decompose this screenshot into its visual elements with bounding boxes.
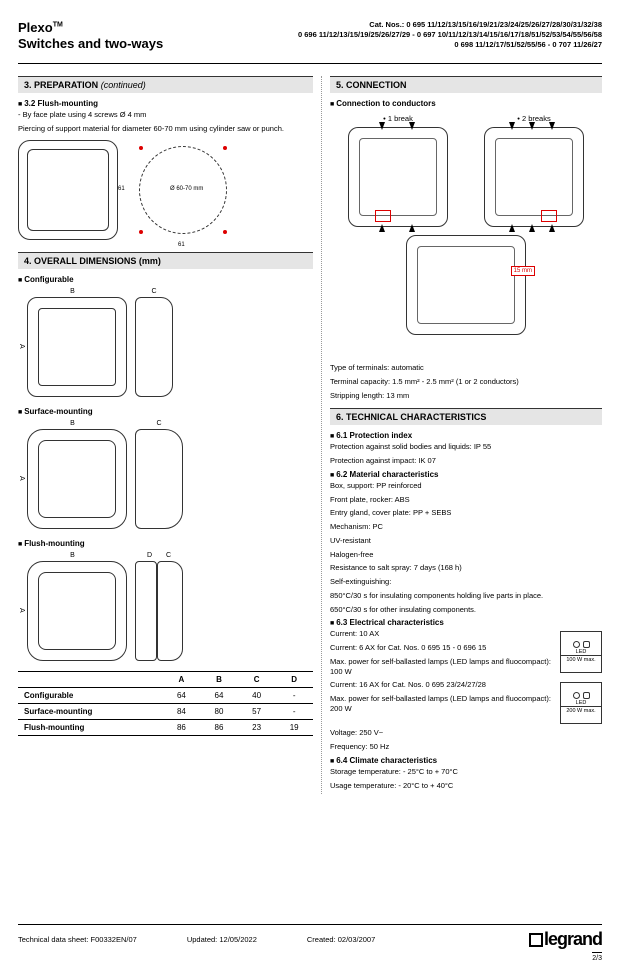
updated-date: Updated: 12/05/2022	[187, 935, 257, 944]
section-3-bar: 3. PREPARATION (continued)	[18, 76, 313, 93]
drill-template-diagram: Ø 60-70 mm 61 61	[128, 140, 238, 240]
flush-switch-diagram	[18, 140, 118, 240]
section-6-bar: 6. TECHNICAL CHARACTERISTICS	[330, 408, 602, 425]
flush-side-c	[157, 561, 183, 661]
flush-diagrams: B A DC	[18, 552, 313, 661]
main-columns: 3. PREPARATION (continued) 3.2 Flush-mou…	[18, 76, 602, 794]
tm: TM	[53, 22, 63, 29]
prep-line1: - By face plate using 4 screws Ø 4 mm	[18, 110, 313, 120]
config-side-view	[135, 297, 173, 397]
prep-line2: Piercing of support material for diamete…	[18, 124, 313, 134]
table-row: Configurable646440-	[18, 687, 313, 703]
title-block: PlexoTM Switches and two-ways	[18, 20, 163, 51]
right-column: 5. CONNECTION Connection to conductors •…	[330, 76, 602, 794]
sub-6-1: 6.1 Protection index	[330, 431, 602, 440]
datasheet-ref: Technical data sheet: F00332EN/07	[18, 935, 137, 944]
dimensions-table: A B C D Configurable646440- Surface-moun…	[18, 671, 313, 736]
sub-configurable: Configurable	[18, 275, 313, 284]
left-column: 3. PREPARATION (continued) 3.2 Flush-mou…	[18, 76, 313, 794]
config-front-view	[27, 297, 127, 397]
header-divider	[18, 63, 602, 64]
break1-diagram	[348, 127, 448, 227]
break2-diagram	[484, 127, 584, 227]
surface-side-view	[135, 429, 183, 529]
sub-6-4: 6.4 Climate characteristics	[330, 756, 602, 765]
sub-6-3: 6.3 Electrical characteristics	[330, 618, 602, 627]
section-4-bar: 4. OVERALL DIMENSIONS (mm)	[18, 252, 313, 269]
stripping-diagram: 15 mm	[396, 235, 536, 355]
column-separator	[321, 76, 322, 794]
catnos-3: 0 698 11/12/17/51/52/55/56 - 0 707 11/26…	[298, 40, 602, 50]
page-number: 2/3	[592, 952, 602, 962]
sub-surface: Surface-mounting	[18, 407, 313, 416]
led-200w-icon: LED 200 W max.	[560, 682, 602, 724]
connection-diagrams: • 1 break • 2 breaks	[330, 114, 602, 227]
header: PlexoTM Switches and two-ways Cat. Nos.:…	[18, 20, 602, 51]
surface-diagrams: B A C	[18, 420, 313, 529]
configurable-diagrams: B A C	[18, 288, 313, 397]
surface-front-view	[27, 429, 127, 529]
led-100w-icon: LED 100 W max.	[560, 631, 602, 673]
sub-connection: Connection to conductors	[330, 99, 602, 108]
section-5-bar: 5. CONNECTION	[330, 76, 602, 93]
created-date: Created: 02/03/2007	[307, 935, 375, 944]
catnos: Cat. Nos.: 0 695 11/12/13/15/16/19/21/23…	[298, 20, 602, 49]
footer: Technical data sheet: F00332EN/07 Update…	[18, 924, 602, 950]
table-row: Surface-mounting848057-	[18, 703, 313, 719]
term2: Terminal capacity: 1.5 mm² - 2.5 mm² (1 …	[330, 377, 602, 387]
catnos-2: 0 696 11/12/13/15/19/25/26/27/29 - 0 697…	[298, 30, 602, 40]
table-row: Flush-mounting86862319	[18, 719, 313, 735]
sub-6-2: 6.2 Material characteristics	[330, 470, 602, 479]
catnos-label: Cat. Nos.:	[369, 20, 404, 29]
flush-front-view	[27, 561, 127, 661]
term1: Type of terminals: automatic	[330, 363, 602, 373]
catnos-1: 0 695 11/12/13/15/16/19/21/23/24/25/26/2…	[406, 20, 602, 29]
flush-side-d	[135, 561, 157, 661]
sub-flush: Flush-mounting	[18, 539, 313, 548]
prep-diagrams: Ø 60-70 mm 61 61	[18, 140, 313, 240]
term3: Stripping length: 13 mm	[330, 391, 602, 401]
subtitle: Switches and two-ways	[18, 36, 163, 52]
product-name: Plexo	[18, 20, 53, 35]
legrand-logo: legrand	[529, 929, 602, 950]
sub-3-2: 3.2 Flush-mounting	[18, 99, 313, 108]
